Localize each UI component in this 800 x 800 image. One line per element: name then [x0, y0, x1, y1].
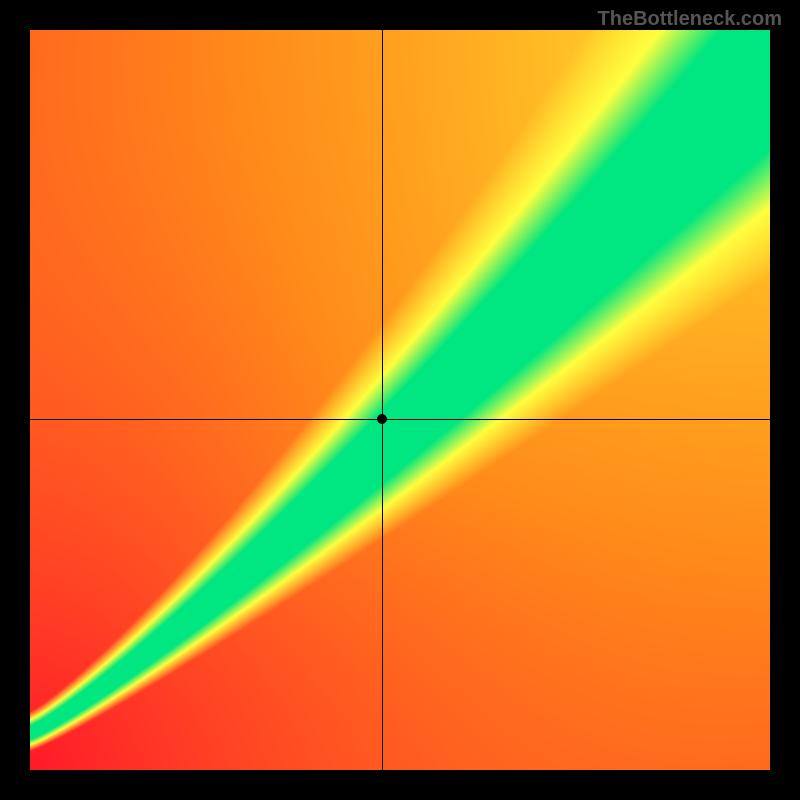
chart-container: TheBottleneck.com — [0, 0, 800, 800]
crosshair-horizontal — [30, 419, 770, 420]
crosshair-marker — [377, 414, 387, 424]
frame-left — [0, 0, 30, 800]
watermark-text: TheBottleneck.com — [598, 8, 782, 31]
frame-right — [770, 0, 800, 800]
frame-bottom — [0, 770, 800, 800]
crosshair-vertical — [382, 30, 383, 770]
heatmap-canvas — [30, 30, 770, 770]
